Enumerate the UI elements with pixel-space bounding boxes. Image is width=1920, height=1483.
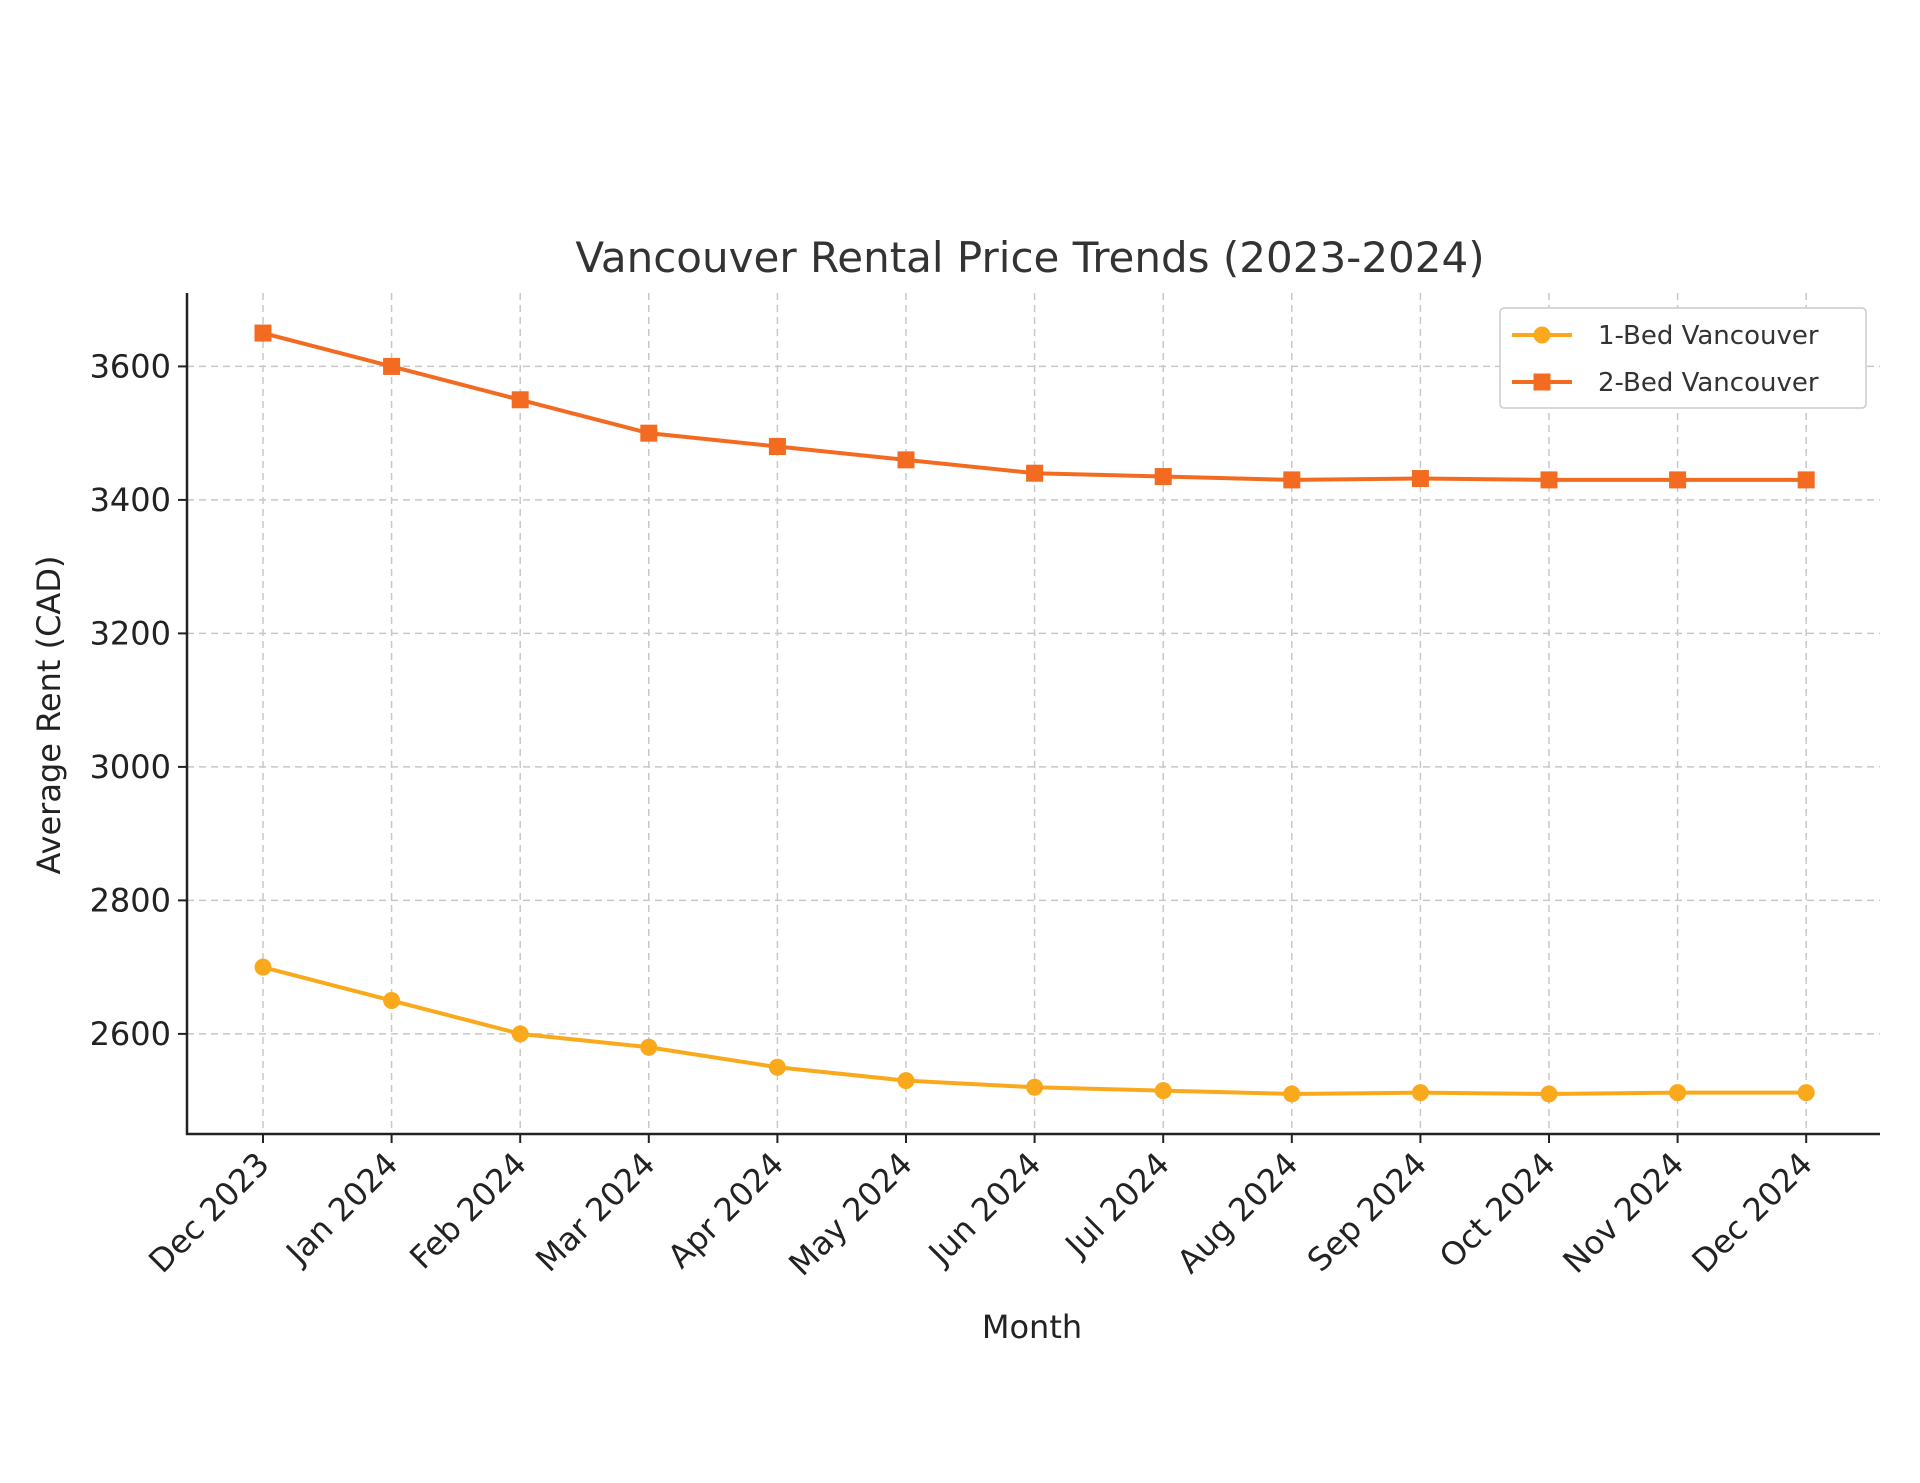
series-2bed <box>254 324 1815 489</box>
series-2bed-point <box>640 424 658 442</box>
y-axis-label: Average Rent (CAD) <box>30 556 68 875</box>
legend-item-1bed: 1-Bed Vancouver <box>1512 321 1819 351</box>
x-tick-label: Sep 2024 <box>1300 1145 1434 1279</box>
y-tick-label: 2600 <box>90 1015 171 1053</box>
series-1bed-point <box>640 1038 658 1056</box>
series-2bed-point <box>1797 471 1815 489</box>
legend-item-2bed-label: 2-Bed Vancouver <box>1598 368 1819 398</box>
x-tick-label: Jul 2024 <box>1056 1145 1176 1265</box>
x-tick-label: Dec 2023 <box>141 1145 276 1280</box>
axes <box>178 293 1880 1143</box>
series-layer <box>254 324 1815 1103</box>
y-tick-label: 3400 <box>90 481 171 519</box>
chart-title: Vancouver Rental Price Trends (2023-2024… <box>575 233 1484 282</box>
x-tick-label: Jan 2024 <box>277 1145 405 1273</box>
legend-frame <box>1499 307 1867 409</box>
grid-lines <box>187 293 1880 1134</box>
y-tick-labels: 2600 2800 3000 3200 3400 3600 <box>90 347 171 1052</box>
series-2bed-point <box>254 324 272 342</box>
y-tick-label: 2800 <box>90 881 171 919</box>
x-tick-label: Jun 2024 <box>920 1145 1048 1273</box>
series-1bed-point <box>768 1058 786 1076</box>
series-1bed-point <box>511 1025 529 1043</box>
series-1bed-point <box>1026 1078 1044 1096</box>
y-tick-label: 3600 <box>90 347 171 385</box>
x-tick-label: Oct 2024 <box>1432 1145 1563 1276</box>
x-tick-label: May 2024 <box>781 1145 919 1283</box>
legend: 1-Bed Vancouver 2-Bed Vancouver <box>1499 307 1867 409</box>
series-1bed-point <box>383 992 401 1010</box>
series-2bed-point <box>383 357 401 375</box>
series-1bed <box>254 958 1815 1103</box>
series-1bed-point <box>1669 1084 1687 1102</box>
x-tick-label: Mar 2024 <box>528 1145 662 1279</box>
legend-item-1bed-marker <box>1533 326 1551 344</box>
series-1bed-point <box>1154 1082 1172 1100</box>
legend-item-2bed: 2-Bed Vancouver <box>1512 368 1819 398</box>
x-tick-label: Apr 2024 <box>660 1145 791 1276</box>
legend-item-1bed-label: 1-Bed Vancouver <box>1598 321 1819 351</box>
series-2bed-point <box>1669 471 1687 489</box>
x-tick-label: Nov 2024 <box>1555 1145 1691 1281</box>
series-1bed-point <box>1283 1085 1301 1103</box>
series-1bed-point <box>1540 1085 1558 1103</box>
series-1bed-point <box>897 1072 915 1090</box>
x-tick-label: Aug 2024 <box>1170 1145 1306 1281</box>
series-1bed-point <box>254 958 272 976</box>
x-axis-label: Month <box>982 1308 1082 1346</box>
x-tick-label: Dec 2024 <box>1684 1145 1819 1280</box>
axis-spines <box>185 293 1880 1136</box>
series-1bed-point <box>1411 1084 1429 1102</box>
series-2bed-point <box>511 391 529 409</box>
series-2bed-point <box>1154 468 1172 486</box>
series-2bed-point <box>1411 470 1429 488</box>
series-1bed-point <box>1797 1084 1815 1102</box>
series-2bed-point <box>768 438 786 456</box>
y-tick-label: 3200 <box>90 614 171 652</box>
series-2bed-point <box>1540 471 1558 489</box>
series-2bed-point <box>897 451 915 469</box>
y-tick-label: 3000 <box>90 748 171 786</box>
series-2bed-point <box>1283 471 1301 489</box>
x-tick-label: Feb 2024 <box>402 1145 534 1277</box>
series-2bed-point <box>1026 464 1044 482</box>
legend-item-2bed-marker <box>1533 373 1551 391</box>
